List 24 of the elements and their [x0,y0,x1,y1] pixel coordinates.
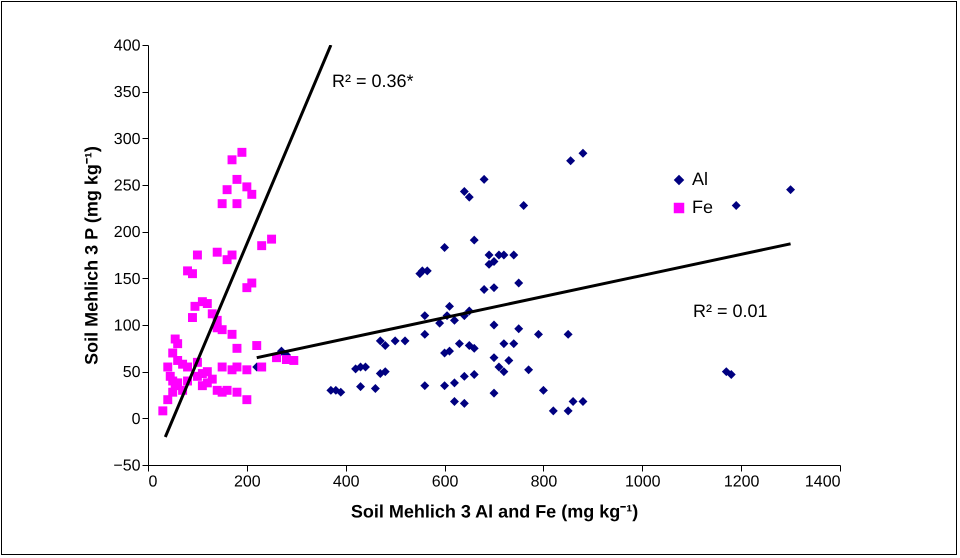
x-tick-label: 1200 [724,474,760,490]
x-tick-label: 800 [530,474,558,490]
y-tick-label: 0 [132,410,141,428]
x-tick-label: 600 [432,474,459,490]
y-tick-label: 250 [114,178,141,194]
annotation: R² = 0.01 [693,301,768,321]
x-axis-title: Soil Mehlich 3 Al and Fe (mg kg⁻¹) [350,502,638,522]
annotation: R² = 0.36* [332,71,414,91]
y-tick-label: 350 [114,84,141,102]
x-tick-label: 400 [332,474,360,490]
y-tick-label: 150 [114,270,141,288]
y-axis-title: Soil Mehlich 3 P (mg kg⁻¹) [81,146,102,365]
x-tick-label: 1400 [804,474,841,490]
x-tick-label: 0 [148,474,158,490]
x-tick-label: 1000 [624,474,661,490]
legend-label: Al [692,169,708,189]
y-tick-label: 200 [114,224,141,242]
x-tick-label: 200 [234,474,261,490]
y-tick-label: 300 [114,130,141,148]
y-tick-label: −50 [113,458,141,474]
y-tick-label: 400 [114,38,141,54]
legend-label: Fe [692,197,714,217]
y-tick-label: 50 [122,364,141,382]
y-tick-label: 100 [114,318,141,334]
